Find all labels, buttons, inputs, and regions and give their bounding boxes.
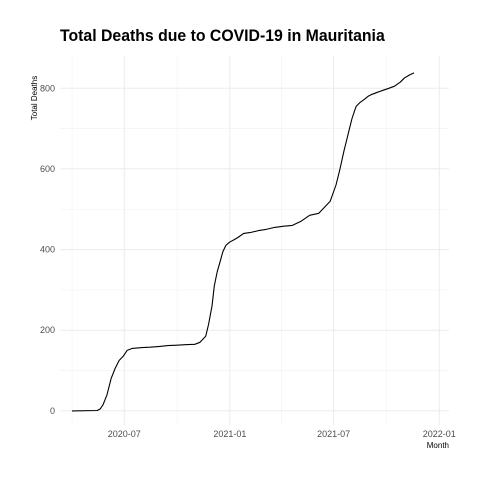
x-tick-label: 2021-01: [213, 429, 246, 439]
y-tick-label: 200: [40, 325, 55, 335]
y-tick-label: 0: [50, 406, 55, 416]
tick-labels: 0 200 400 600 800 2020-07 2021-01 2021-07 2022-0…: [40, 83, 456, 439]
x-tick-label: 2022-01: [423, 429, 456, 439]
series-line: [71, 72, 415, 412]
series-layer: [71, 72, 415, 412]
x-axis-label: Month: [427, 441, 449, 450]
x-tick-label: 2020-07: [108, 429, 141, 439]
major-gridlines: [60, 56, 449, 425]
y-tick-label: 400: [40, 245, 55, 255]
y-tick-label: 600: [40, 164, 55, 174]
y-tick-label: 800: [40, 83, 55, 93]
x-tick-label: 2021-07: [317, 429, 350, 439]
chart-title: Total Deaths due to COVID-19 in Mauritan…: [60, 26, 385, 45]
y-axis-label: Total Deaths: [30, 76, 39, 120]
minor-gridlines: [60, 56, 449, 425]
